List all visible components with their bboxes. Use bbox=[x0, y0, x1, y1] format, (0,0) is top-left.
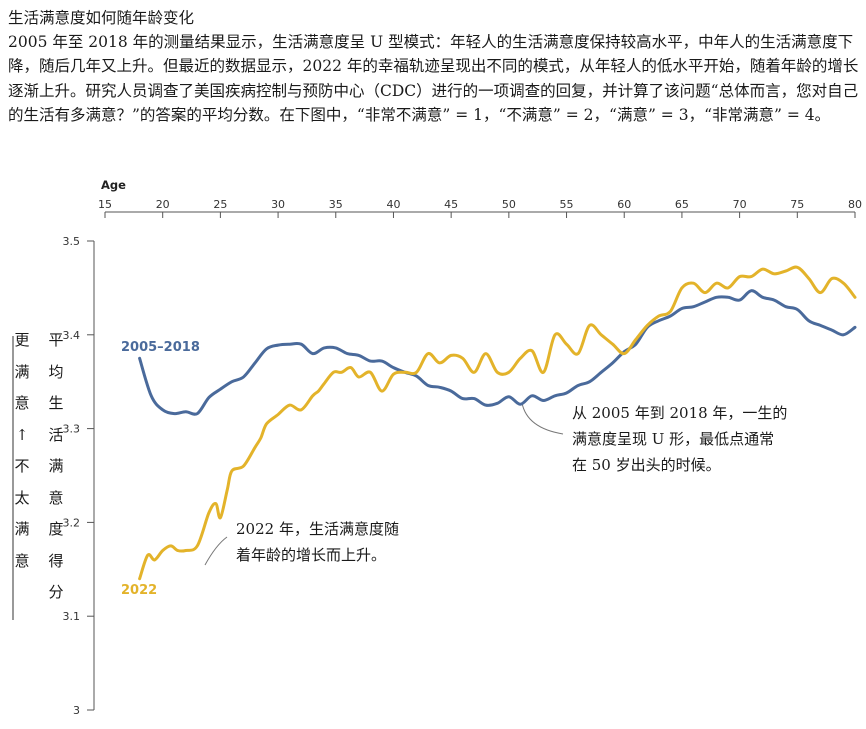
side-label-char: 满 bbox=[14, 520, 30, 538]
annotation-rise-2022-line-2: 着年龄的增长而上升。 bbox=[236, 546, 387, 564]
x-tick-label: 50 bbox=[502, 198, 516, 211]
y-tick-label: 3.4 bbox=[63, 329, 81, 342]
x-tick-label: 35 bbox=[329, 198, 343, 211]
side-label-char: 满 bbox=[48, 457, 64, 475]
side-label-char: 平 bbox=[48, 331, 64, 349]
x-tick-label: 65 bbox=[675, 198, 689, 211]
side-label-char: 度 bbox=[48, 520, 64, 538]
y-tick-label: 3.1 bbox=[63, 610, 81, 623]
side-label-char: 意 bbox=[48, 488, 64, 507]
y-ticks: 3.5 3.4 3.3 3.2 3.1 3 bbox=[63, 235, 94, 717]
annotation-rise-2022-line-1: 2022 年，生活满意度随 bbox=[236, 520, 399, 538]
x-tick-label: 40 bbox=[386, 198, 400, 211]
side-label-char: ↑ bbox=[15, 425, 29, 444]
side-label-char: 均 bbox=[48, 362, 64, 381]
side-label-char: 意 bbox=[14, 551, 30, 570]
x-tick-label: 15 bbox=[98, 198, 112, 211]
annotation-u-shape-line-1: 从 2005 年到 2018 年，一生的 bbox=[572, 404, 788, 422]
x-axis-title: Age bbox=[101, 178, 126, 192]
x-tick-label: 75 bbox=[790, 198, 804, 211]
side-label-char: 意 bbox=[14, 394, 30, 412]
y-tick-label: 3 bbox=[73, 704, 80, 717]
x-tick-label: 45 bbox=[444, 198, 458, 211]
x-tick-label: 25 bbox=[213, 198, 227, 211]
side-label-char: 满 bbox=[14, 362, 30, 381]
series-label-2005-2018: 2005–2018 bbox=[121, 340, 200, 355]
side-label-char: 得 bbox=[48, 551, 64, 570]
rise-2022-leader-line bbox=[204, 536, 228, 566]
side-label-char: 不 bbox=[14, 457, 30, 475]
side-label-char: 活 bbox=[48, 425, 64, 444]
annotation-rise-2022: 2022 年，生活满意度随 着年龄的增长而上升。 bbox=[236, 516, 399, 568]
x-tick-label: 20 bbox=[156, 198, 170, 211]
side-label-char: 生 bbox=[48, 394, 64, 412]
series-line-2005-2018 bbox=[138, 289, 857, 416]
annotation-u-shape-line-3: 在 50 岁出头的时候。 bbox=[572, 456, 721, 474]
annotation-leaders bbox=[204, 402, 564, 566]
x-axis: Age 15 20 25 30 35 40 45 50 55 60 65 70 75 80 bbox=[98, 178, 862, 218]
y-axis: 3.5 3.4 3.3 3.2 3.1 3 bbox=[63, 235, 95, 717]
y-tick-label: 3.5 bbox=[63, 235, 81, 248]
x-tick-label: 60 bbox=[617, 198, 631, 211]
x-tick-label: 30 bbox=[271, 198, 285, 211]
header: 生活满意度如何随年龄变化 2005 年至 2018 年的测量结果显示，生活满意度… bbox=[8, 6, 860, 128]
series-lines bbox=[138, 265, 857, 581]
series-label-2022: 2022 bbox=[121, 583, 157, 598]
chart-description: 2005 年至 2018 年的测量结果显示，生活满意度呈 U 型模式：年轻人的生… bbox=[8, 33, 859, 125]
side-label-char: 太 bbox=[14, 488, 30, 507]
y-tick-label: 3.3 bbox=[63, 423, 81, 436]
x-tick-label: 55 bbox=[560, 198, 574, 211]
x-tick-label: 80 bbox=[848, 198, 862, 211]
u-shape-leader-line bbox=[521, 402, 564, 435]
x-ticks: 15 20 25 30 35 40 45 50 55 60 65 70 75 80 bbox=[98, 198, 862, 218]
side-label-average-score: 平 均 生 活 满 意 度 得 分 bbox=[47, 325, 65, 609]
side-label-more-less-satisfied: 更 满 意 ↑ 不 太 满 意 bbox=[13, 325, 31, 577]
side-label-char: 分 bbox=[48, 583, 64, 601]
chart-title: 生活满意度如何随年龄变化 bbox=[8, 9, 195, 27]
series-line-2022 bbox=[138, 265, 857, 581]
y-tick-label: 3.2 bbox=[63, 516, 81, 529]
annotation-u-shape: 从 2005 年到 2018 年，一生的 满意度呈现 U 形，最低点通常 在 5… bbox=[572, 400, 788, 478]
side-label-char: 更 bbox=[14, 331, 30, 349]
annotation-u-shape-line-2: 满意度呈现 U 形，最低点通常 bbox=[572, 430, 775, 448]
x-tick-label: 70 bbox=[733, 198, 747, 211]
